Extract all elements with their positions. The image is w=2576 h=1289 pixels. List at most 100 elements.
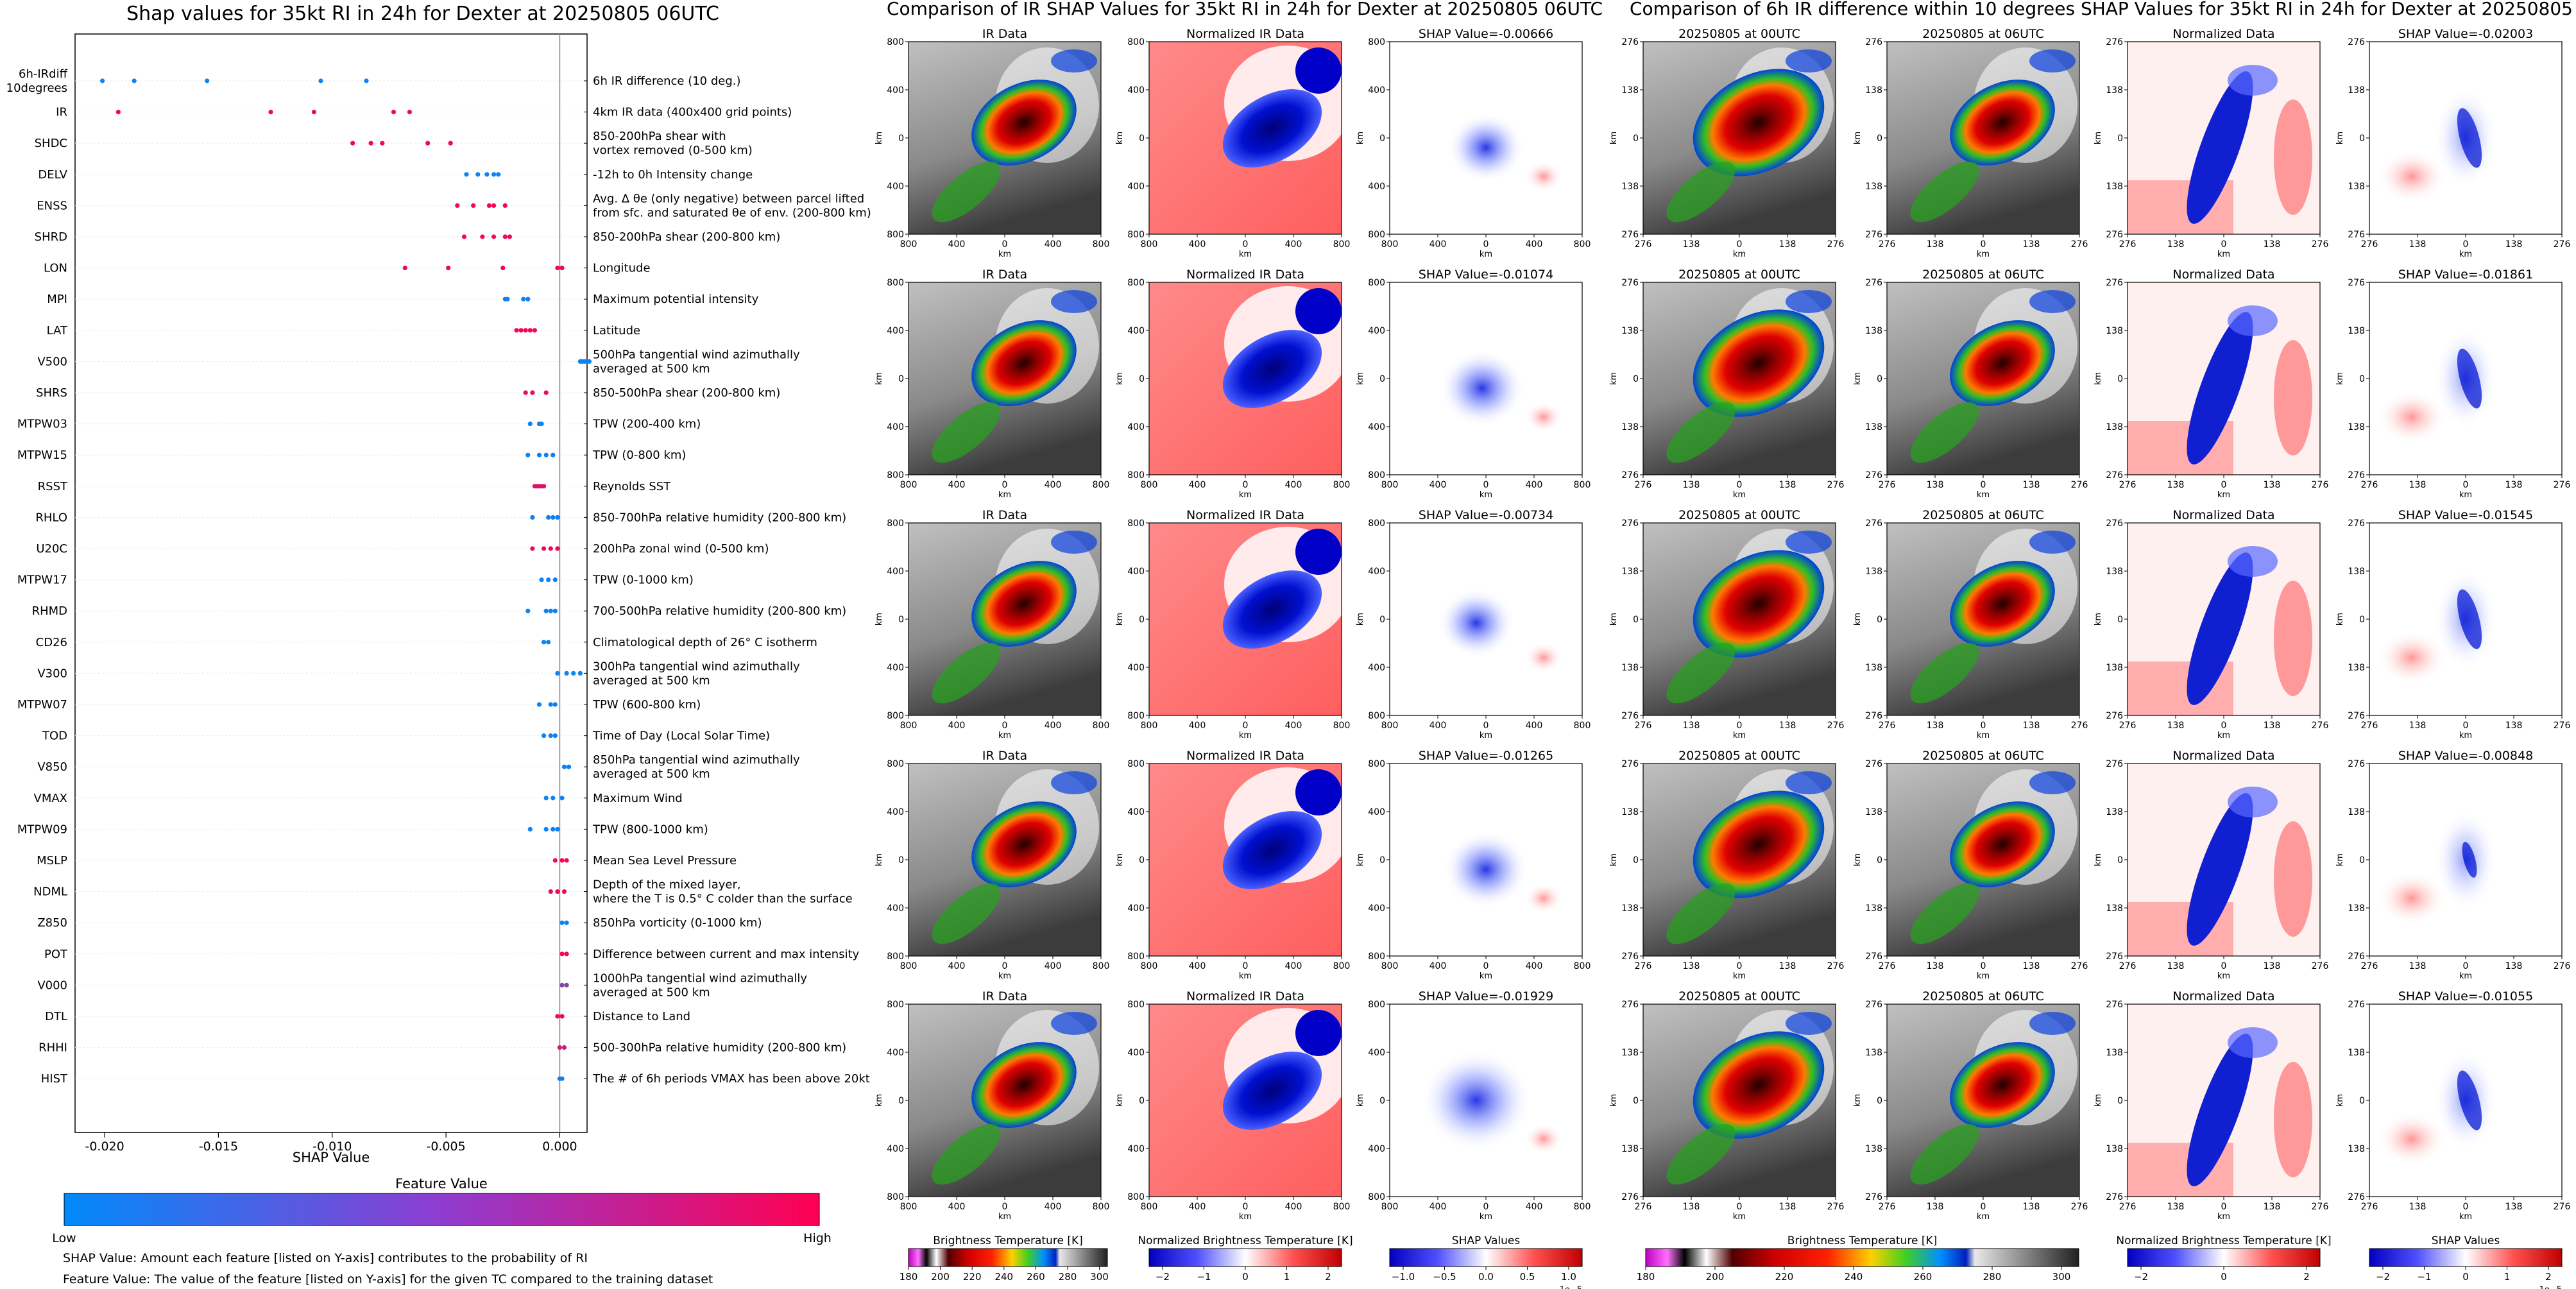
ir-panel: Normalized IR Data8008004004000040040080… [1115,989,1351,1222]
y-tick-label: 400 [1368,567,1385,577]
x-tick-label: 0 [1737,480,1743,490]
x-tick-label: 400 [1045,1202,1062,1212]
x-tick-label: 276 [2119,961,2137,971]
x-tick-label: 276 [1879,480,1896,490]
x-tick-label: 800 [900,961,917,971]
y-tick-label: 400 [887,903,904,914]
shap-point [480,234,485,239]
y-axis-label: km [1609,853,1619,866]
feature-code-label: V000 [37,978,67,992]
x-tick-label: 800 [1141,480,1158,490]
x-tick-label: 0 [1981,239,1986,250]
x-tick-label: 276 [2119,1202,2137,1212]
x-tick-label: 800 [1141,721,1158,731]
x-tick-label: 138 [2264,961,2281,971]
storm-convection [1693,309,1825,417]
ir-panel: SHAP Value=-0.00666800800400400004004008… [1356,27,1591,259]
x-tick-label: 800 [1093,721,1110,731]
y-tick-label: 400 [1127,326,1145,336]
shap-point [564,670,569,676]
shap-positive-region [2377,631,2446,685]
y-tick-label: 800 [1127,278,1145,288]
x-tick-label: 400 [1285,961,1302,971]
rainband [1666,402,1736,463]
x-tick-label: 800 [1574,239,1591,250]
feature-code-label: RHMD [32,604,67,618]
feature-code-label: MTPW17 [17,574,67,587]
colorbar-tick-label: 280 [1059,1271,1077,1283]
x-axis-label: km [1977,971,1990,981]
feature-code-label: MTPW07 [17,698,67,712]
y-tick-label: 400 [1127,422,1145,432]
y-tick-label: 400 [1368,1144,1385,1154]
shap-point [455,203,460,208]
y-tick-label: 0 [1379,133,1385,144]
x-tick-label: 400 [1285,480,1302,490]
panel-title: SHAP Value=-0.01055 [2398,989,2533,1003]
colorbar [2127,1248,2321,1267]
x-axis-label: km [1977,1212,1990,1222]
y-tick-label: 138 [2348,903,2365,914]
y-tick-label: 276 [2106,1192,2123,1202]
x-axis-label: km [1480,250,1492,259]
feature-desc-label: TPW (0-800 km) [592,448,686,462]
y-tick-label: 800 [1127,711,1145,721]
panel-title: Normalized Data [2172,268,2274,282]
x-tick-label: 0 [2221,239,2227,250]
diff-panel: SHAP Value=-0.00848276276138138001381382… [2335,749,2570,981]
y-tick-label: 400 [1127,1048,1145,1058]
x-tick-label: 276 [1635,721,1652,731]
shap-point [311,110,316,115]
x-tick-label: 400 [1429,1202,1447,1212]
x-axis-label: km [1977,731,1990,740]
x-axis-label: km [1480,731,1492,740]
cold-cloud-region [1222,811,1322,889]
x-tick-label: 800 [1574,961,1591,971]
x-tick-label: 400 [1285,721,1302,731]
x-tick-label: 0 [1002,961,1008,971]
y-tick-label: 276 [2348,711,2365,721]
colorbar-tick-label: 1 [2504,1271,2511,1283]
y-tick-label: 800 [1127,759,1145,769]
y-tick-label: 400 [1368,903,1385,914]
diff-panel: Normalized Data2762761381380013813827627… [2094,508,2328,740]
x-tick-label: 800 [1574,721,1591,731]
colorbar-tick-label: 200 [931,1271,950,1283]
warming-region [2274,581,2312,696]
x-axis-label: km [1239,490,1252,500]
y-tick-label: 400 [887,567,904,577]
diff-panel: 20250805 at 00UTC27627613813800138138276… [1609,27,1844,259]
storm-convection [1950,320,2055,406]
feature-desc-label: Time of Day (Local Solar Time) [592,730,770,743]
storm-convection [971,561,1077,647]
y-tick-label: 138 [2106,182,2123,192]
panel-title: Normalized IR Data [1186,27,1304,41]
y-tick-label: 800 [1368,37,1385,47]
x-tick-label: 276 [2312,961,2329,971]
x-tick-label: 276 [2312,480,2329,490]
x-tick-label: -0.005 [426,1140,465,1154]
feature-code-label: TOD [42,730,67,743]
y-axis-label: km [874,372,884,385]
y-tick-label: 400 [887,326,904,336]
x-tick-label: 138 [2023,480,2040,490]
x-tick-label: 800 [1333,239,1351,250]
cold-cloud-region [1222,570,1322,649]
diff-panel: SHAP Value=-0.02003276276138138001381382… [2335,27,2570,259]
panel-title: 20250805 at 06UTC [1922,749,2044,763]
y-tick-label: 276 [1621,711,1639,721]
cloud-edge [1786,1012,1832,1035]
y-tick-label: 276 [2348,470,2365,481]
feature-code-label: ENSS [37,199,67,212]
shap-point [518,328,524,333]
shap-point [527,328,533,333]
x-tick-label: 800 [1381,480,1399,490]
feature-code-label: V500 [37,355,67,368]
shap-point [552,702,558,707]
colorbar-tick-label: 240 [994,1271,1013,1283]
y-tick-label: 800 [887,518,904,529]
y-axis-label: km [2335,372,2345,385]
y-tick-label: 0 [898,374,904,384]
feature-code-label: POT [44,948,68,961]
